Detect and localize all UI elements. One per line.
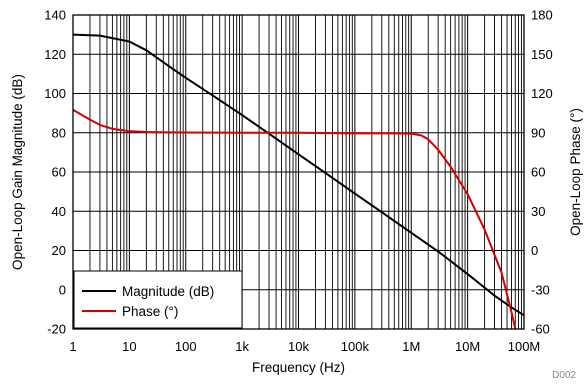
x-axis-title: Frequency (Hz) xyxy=(252,360,345,375)
y-right-tick-label: 120 xyxy=(531,86,553,101)
y-left-tick-labels: 140 120 100 80 60 40 20 0 -20 xyxy=(44,8,66,337)
x-tick-label: 10k xyxy=(288,339,309,354)
y-right-tick-labels: 180 150 120 90 60 30 0 -30 -60 xyxy=(531,8,553,337)
x-tick-label: 1M xyxy=(402,339,420,354)
y-left-tick-label: 0 xyxy=(59,282,66,297)
plot-frame xyxy=(72,14,525,330)
y-right-tick-label: 0 xyxy=(531,243,538,258)
x-tick-label: 1k xyxy=(235,339,249,354)
y-right-tick-label: -30 xyxy=(531,282,550,297)
y-left-tick-label: -20 xyxy=(47,322,66,337)
y-right-tick-label: 60 xyxy=(531,165,545,180)
y-right-tick-label: 150 xyxy=(531,47,553,62)
x-tick-label: 1 xyxy=(69,339,76,354)
phase-line xyxy=(73,108,517,329)
magnitude-line xyxy=(73,33,524,317)
legend-box xyxy=(73,270,243,329)
y-left-tick-label: 100 xyxy=(44,86,66,101)
y-left-tick-label: 40 xyxy=(52,204,66,219)
series-layer xyxy=(73,33,524,329)
x-tick-labels: 1 10 100 1k 10k 100k 1M 10M 100M xyxy=(69,339,540,354)
y-left-tick-label: 60 xyxy=(52,165,66,180)
x-tick-label: 100 xyxy=(175,339,197,354)
y-right-tick-label: -60 xyxy=(531,322,550,337)
legend-label-phase: Phase (°) xyxy=(122,304,178,319)
legend-label-magnitude: Magnitude (dB) xyxy=(122,284,214,299)
x-tick-label: 100k xyxy=(341,339,370,354)
x-tick-label: 100M xyxy=(508,339,541,354)
y-left-tick-label: 140 xyxy=(44,8,66,23)
y-right-tick-label: 90 xyxy=(531,125,545,140)
y-right-tick-label: 180 xyxy=(531,8,553,23)
x-tick-label: 10 xyxy=(122,339,136,354)
legend: Magnitude (dB) Phase (°) xyxy=(73,270,243,329)
y-right-axis-title: Open-Loop Phase (°) xyxy=(568,108,583,236)
figure-code: D002 xyxy=(552,370,576,381)
y-left-tick-label: 120 xyxy=(44,47,66,62)
x-tick-label: 10M xyxy=(455,339,480,354)
y-left-axis-title: Open-Loop Gain Magnitude (dB) xyxy=(10,74,25,270)
y-left-tick-label: 80 xyxy=(52,125,66,140)
y-right-tick-label: 30 xyxy=(531,204,545,219)
y-left-tick-label: 20 xyxy=(52,243,66,258)
